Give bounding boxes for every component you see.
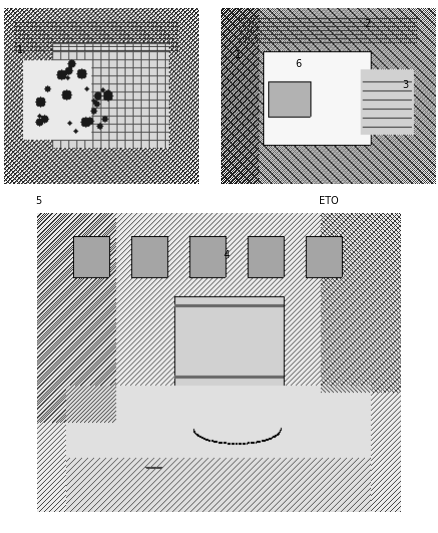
Text: 1: 1	[235, 51, 241, 60]
Text: 1: 1	[17, 45, 23, 55]
Text: ETO: ETO	[319, 196, 338, 206]
Text: 2: 2	[364, 19, 370, 29]
Text: 3: 3	[403, 80, 409, 91]
Text: 5: 5	[35, 196, 42, 206]
Text: 4: 4	[223, 250, 230, 260]
Text: 6: 6	[295, 59, 301, 69]
